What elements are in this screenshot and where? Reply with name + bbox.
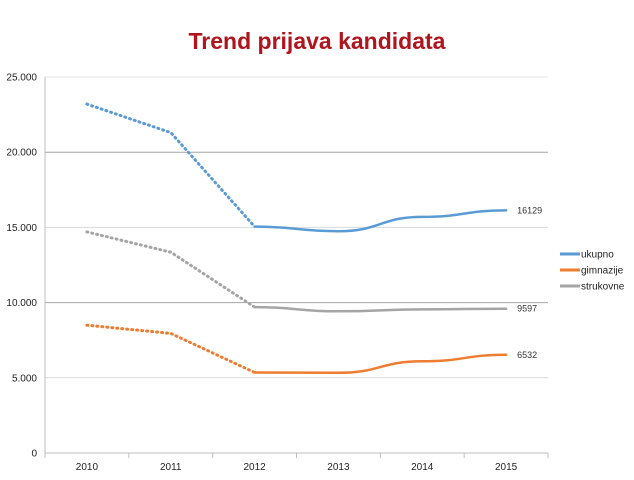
x-tick-label: 2010 [76,462,99,473]
legend-label-strukovne: strukovne [581,282,625,293]
legend-label-gimnazije: gimnazije [581,266,624,277]
grid-layer [45,76,548,379]
label-layer: 16129 6532 9597 [517,205,542,359]
axis-layer: 0 5.000 10.000 15.000 20.000 25.000 2010 2011 20… [6,73,549,473]
legend-label-ukupno: ukupno [581,250,614,261]
y-tick-label: 15.000 [6,223,37,234]
series-gimnazije-dotted-line [85,323,257,374]
y-tick-label: 25.000 [6,73,37,84]
chart-title: Trend prijava kandidata [188,28,446,54]
series-layer [85,102,508,375]
y-tick-label: 10.000 [6,298,37,309]
series-strukovne-solid-line [253,305,508,313]
x-tick-label: 2011 [160,462,182,473]
x-tick-label: 2015 [495,462,518,473]
series-ukupno-solid-line [253,209,508,233]
x-tick-label: 2013 [327,462,350,473]
legend: ukupno gimnazije strukovne [560,250,625,293]
series-gimnazije-solid-line [253,353,508,375]
series-strukovne-dotted-line [85,230,257,309]
series-ukupno-dotted-line [85,102,257,229]
data-label-ukupno: 16129 [517,205,542,215]
x-tick-label: 2014 [411,462,434,473]
y-tick-label: 20.000 [6,148,37,159]
x-tick-label: 2012 [243,462,266,473]
y-tick-label: 5.000 [12,373,37,384]
data-label-gimnazije: 6532 [517,350,537,360]
data-label-strukovne: 9597 [517,304,537,314]
y-tick-label: 0 [31,449,37,460]
